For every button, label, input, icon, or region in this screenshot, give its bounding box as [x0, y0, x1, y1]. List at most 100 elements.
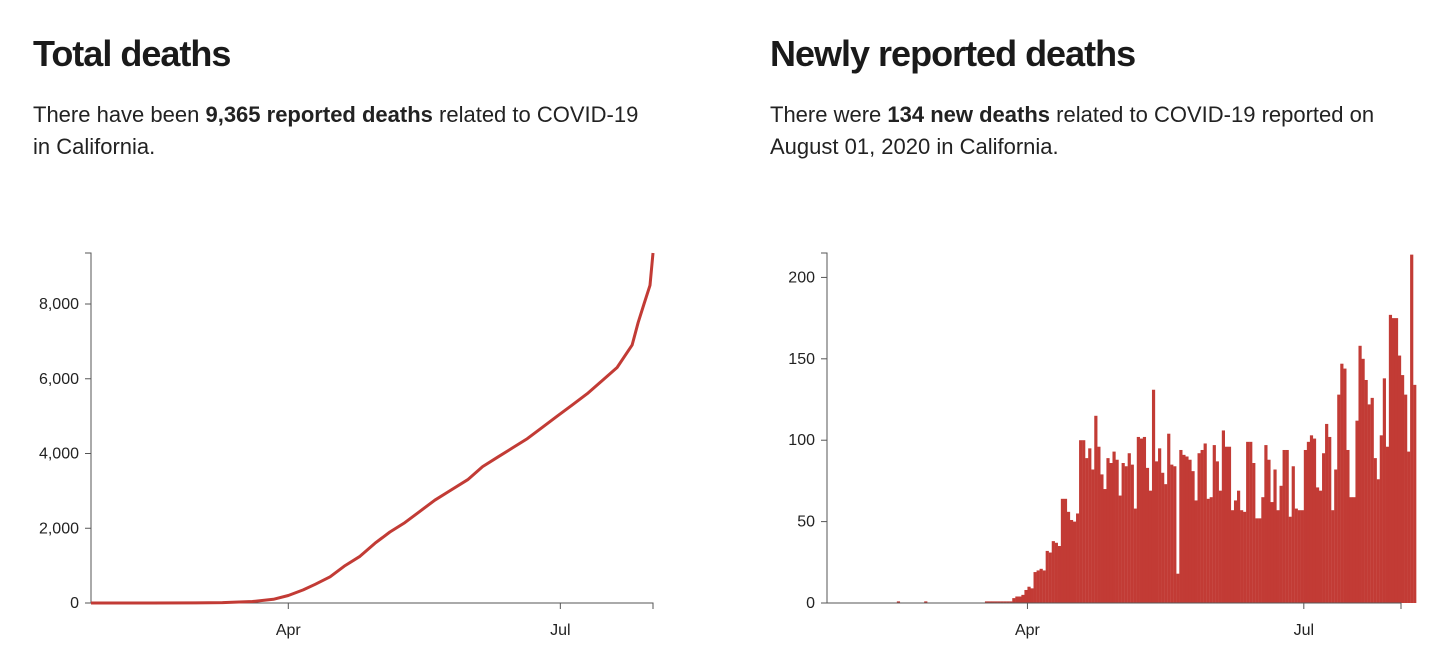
daily-death-bar	[1270, 502, 1274, 603]
daily-death-bar	[1385, 446, 1389, 603]
total-desc-suffix: related to COVID-19 in California.	[33, 102, 639, 159]
total-deaths-title: Total deaths	[33, 33, 231, 74]
daily-death-bar	[1185, 456, 1189, 603]
daily-death-bar	[1252, 463, 1256, 603]
daily-death-bar	[1057, 546, 1061, 603]
daily-death-bar	[1130, 464, 1134, 603]
daily-death-bar	[1249, 441, 1253, 603]
daily-death-bar	[997, 601, 1001, 603]
daily-death-bar	[1051, 541, 1055, 603]
daily-death-bar	[991, 601, 995, 603]
daily-death-bar	[1148, 490, 1153, 603]
daily-death-bar	[1291, 466, 1295, 603]
daily-death-bar	[1167, 433, 1171, 603]
daily-death-bar	[1012, 598, 1016, 603]
daily-death-bar	[1142, 436, 1147, 603]
daily-death-bar	[1121, 463, 1125, 603]
daily-death-bar	[1337, 394, 1341, 603]
daily-death-bar	[1069, 519, 1074, 603]
daily-death-bar	[1382, 378, 1386, 603]
daily-death-bar	[1079, 440, 1083, 603]
daily-death-bar	[1112, 451, 1116, 603]
total-desc-prefix: There have been	[33, 102, 206, 127]
daily-death-bar	[1224, 446, 1229, 603]
daily-death-bar	[1319, 490, 1323, 603]
daily-death-bar	[1370, 397, 1374, 603]
daily-death-bar	[1355, 420, 1359, 603]
x-tick-label: Apr	[1015, 622, 1041, 639]
daily-death-bar	[1288, 516, 1292, 603]
daily-death-bar	[1073, 521, 1077, 603]
daily-death-bar	[1015, 596, 1019, 603]
daily-death-bar	[1048, 552, 1052, 603]
y-tick-label: 6,000	[39, 371, 79, 388]
daily-death-bar	[924, 601, 928, 603]
daily-death-bar	[1030, 588, 1034, 603]
daily-death-bar	[1085, 458, 1089, 603]
y-tick-label: 4,000	[39, 446, 79, 463]
daily-death-bar	[1410, 254, 1414, 603]
daily-death-bar	[1021, 594, 1025, 603]
daily-death-bar	[1255, 518, 1259, 603]
total-deaths-description: There have been 9,365 reported deaths re…	[33, 99, 653, 163]
y-tick-label: 2,000	[39, 520, 79, 537]
daily-death-bar	[1306, 441, 1311, 603]
daily-death-bar	[1334, 469, 1338, 603]
daily-death-bar	[1115, 459, 1119, 603]
daily-death-bar	[1328, 436, 1332, 603]
daily-death-bar	[1276, 510, 1280, 603]
daily-death-bar	[1352, 497, 1356, 603]
daily-death-bar	[1361, 358, 1365, 603]
daily-death-bar	[1118, 495, 1122, 603]
daily-death-bar	[1076, 513, 1080, 603]
daily-death-bar	[1261, 497, 1265, 603]
daily-death-bar	[1063, 498, 1068, 603]
daily-death-bar	[1279, 485, 1283, 603]
daily-death-bar	[1358, 345, 1362, 603]
new-desc-bold: 134 new deaths	[887, 102, 1051, 127]
daily-death-bar	[994, 601, 998, 603]
daily-death-bar	[1158, 448, 1162, 603]
daily-death-bar	[1133, 508, 1137, 603]
daily-death-bar	[1191, 471, 1195, 603]
daily-death-bar	[1376, 479, 1380, 603]
daily-death-bar	[987, 601, 992, 603]
daily-death-bar	[1394, 318, 1399, 603]
daily-death-bar	[1264, 445, 1268, 603]
daily-death-bar	[1209, 497, 1213, 603]
daily-death-bar	[1212, 445, 1216, 603]
daily-death-bar	[1373, 458, 1377, 603]
daily-death-bar	[1176, 573, 1180, 603]
daily-death-bar	[1349, 497, 1353, 603]
daily-death-bar	[1388, 314, 1393, 603]
daily-death-bar	[1303, 449, 1307, 603]
daily-death-bar	[1103, 489, 1107, 603]
daily-death-bar	[1188, 459, 1192, 603]
daily-death-bar	[1227, 446, 1232, 603]
total-desc-bold: 9,365 reported deaths	[205, 102, 433, 127]
daily-death-bar	[896, 601, 901, 603]
daily-death-bar	[1407, 451, 1411, 603]
daily-death-bar	[1401, 375, 1405, 603]
daily-death-bar	[1240, 510, 1244, 603]
x-tick-label: Jul	[550, 622, 570, 639]
daily-death-bar	[1155, 461, 1159, 603]
daily-death-bar	[1106, 458, 1110, 603]
daily-death-bar	[1173, 466, 1177, 603]
daily-death-bar	[1309, 435, 1314, 603]
daily-death-bar	[1346, 449, 1350, 603]
daily-death-bar	[1397, 355, 1402, 603]
daily-death-bar	[1312, 438, 1317, 603]
daily-death-bar	[1206, 498, 1210, 603]
daily-death-bar	[1060, 498, 1065, 603]
daily-death-bar	[1145, 467, 1150, 603]
y-tick-label: 0	[806, 595, 815, 612]
new-desc-suffix: related to COVID-19 reported on August 0…	[770, 102, 1375, 159]
y-tick-label: 8,000	[39, 296, 79, 313]
new-deaths-title: Newly reported deaths	[770, 33, 1136, 74]
new-deaths-description: There were 134 new deaths related to COV…	[770, 99, 1435, 163]
daily-death-bar	[1367, 404, 1371, 603]
daily-death-bar	[984, 601, 989, 603]
daily-death-bar	[1294, 508, 1298, 603]
daily-death-bar	[1200, 449, 1204, 603]
